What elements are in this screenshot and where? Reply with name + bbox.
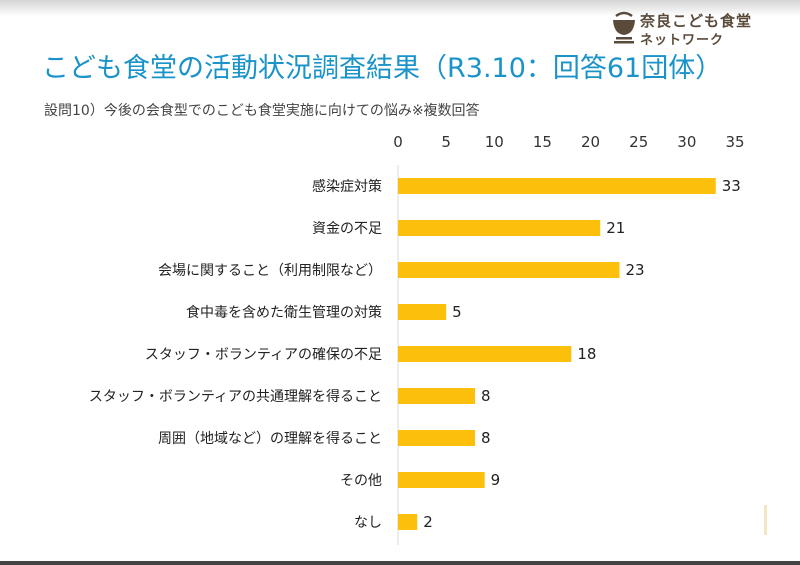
data-label: 8: [481, 387, 491, 405]
data-label: 21: [606, 219, 625, 237]
x-tick-label: 20: [581, 133, 600, 151]
data-label: 18: [577, 345, 596, 363]
category-label: 食中毒を含めた衛生管理の対策: [186, 304, 382, 321]
bar: [398, 388, 476, 404]
bar: [398, 304, 447, 320]
data-label: 9: [491, 471, 501, 489]
logo-text-line2: ネットワーク: [640, 33, 725, 48]
category-label: スタッフ・ボランティアの確保の不足: [145, 347, 382, 363]
x-tick-label: 25: [629, 133, 648, 151]
x-tick-label: 30: [677, 133, 696, 151]
bar: [398, 472, 485, 488]
data-label: 5: [452, 303, 462, 321]
data-label: 33: [722, 177, 741, 195]
category-label: 会場に関すること（利用制限など）: [158, 263, 382, 279]
bar: [398, 430, 476, 446]
x-tick-label: 5: [441, 133, 451, 151]
bowl-icon: [613, 11, 635, 44]
category-label: なし: [354, 515, 382, 531]
x-tick-label: 10: [485, 133, 504, 151]
bottom-border: [0, 561, 800, 565]
bar: [398, 514, 418, 530]
decorative-mark: [764, 505, 767, 535]
logo: 奈良こども食堂 ネットワーク: [612, 8, 792, 48]
data-label: 2: [423, 513, 433, 531]
bar: [398, 262, 620, 278]
category-label: スタッフ・ボランティアの共通理解を得ること: [89, 388, 382, 405]
category-label: 資金の不足: [312, 221, 382, 237]
category-label: 周囲（地域など）の理解を得ること: [158, 430, 382, 447]
logo-text-line1: 奈良こども食堂: [640, 12, 753, 30]
x-tick-label: 0: [393, 133, 403, 151]
top-gradient-band: [0, 0, 800, 16]
x-tick-label: 35: [725, 133, 744, 151]
bar: [398, 178, 716, 194]
chart-question: 設問10）今後の会食型でのこども食堂実施に向けての悩み※複数回答: [44, 103, 480, 119]
data-label: 8: [481, 429, 491, 447]
data-label: 23: [625, 261, 644, 279]
bar: [398, 346, 572, 362]
bar: [398, 220, 601, 236]
category-label: 感染症対策: [312, 178, 382, 195]
x-tick-label: 15: [533, 133, 552, 151]
category-label: その他: [340, 473, 382, 489]
page-title: こども食堂の活動状況調査結果（R3.10：回答61団体）: [42, 53, 723, 84]
